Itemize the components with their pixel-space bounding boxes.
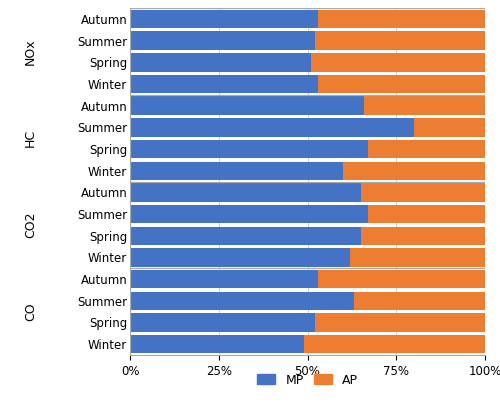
Bar [130, 118, 414, 137]
Bar [130, 140, 368, 158]
Bar [130, 226, 361, 245]
Legend: MP, AP: MP, AP [253, 370, 362, 390]
Bar [130, 75, 318, 93]
Bar [130, 183, 361, 202]
Text: HC: HC [24, 129, 37, 147]
Bar [130, 292, 354, 310]
Bar [130, 248, 350, 267]
Bar [130, 335, 304, 353]
Bar [368, 205, 485, 223]
Bar [354, 292, 485, 310]
Bar [311, 53, 485, 71]
Text: CO2: CO2 [24, 212, 37, 238]
Bar [361, 226, 485, 245]
Bar [350, 248, 485, 267]
Bar [130, 205, 368, 223]
Bar [343, 162, 485, 180]
Bar [130, 270, 318, 288]
Bar [318, 75, 485, 93]
Bar [130, 31, 314, 50]
Bar [130, 162, 343, 180]
Bar [130, 10, 318, 28]
Bar [364, 96, 485, 115]
Text: CO: CO [24, 302, 37, 321]
Bar [314, 31, 485, 50]
Bar [368, 140, 485, 158]
Text: NOx: NOx [24, 38, 37, 65]
Bar [304, 335, 485, 353]
Bar [318, 10, 485, 28]
Bar [130, 313, 314, 332]
Bar [318, 270, 485, 288]
Bar [414, 118, 485, 137]
Bar [130, 53, 311, 71]
Bar [314, 313, 485, 332]
Bar [361, 183, 485, 202]
Bar [130, 96, 364, 115]
